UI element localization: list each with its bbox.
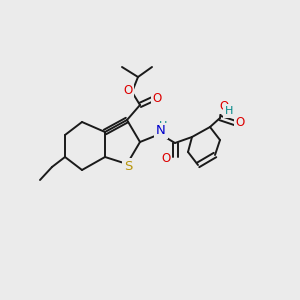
Text: H: H	[159, 121, 167, 131]
Text: O: O	[236, 116, 244, 130]
Text: H: H	[225, 106, 233, 116]
Text: O: O	[219, 100, 229, 112]
Text: O: O	[152, 92, 162, 104]
Text: O: O	[161, 152, 171, 164]
Text: S: S	[124, 160, 132, 172]
Text: N: N	[156, 124, 166, 137]
Text: O: O	[123, 83, 133, 97]
